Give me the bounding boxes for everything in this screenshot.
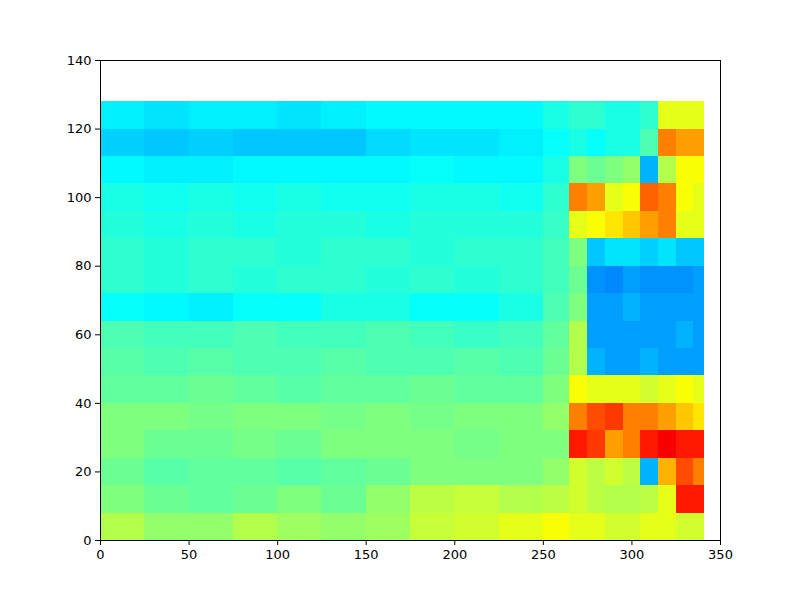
svg-text:50: 50 xyxy=(181,547,198,562)
svg-text:350: 350 xyxy=(708,547,733,562)
svg-text:250: 250 xyxy=(531,547,556,562)
svg-text:120: 120 xyxy=(67,121,92,136)
svg-text:140: 140 xyxy=(67,53,92,68)
svg-text:60: 60 xyxy=(75,327,92,342)
svg-text:100: 100 xyxy=(265,547,290,562)
svg-text:100: 100 xyxy=(67,190,92,205)
svg-text:200: 200 xyxy=(442,547,467,562)
svg-text:40: 40 xyxy=(75,396,92,411)
svg-text:150: 150 xyxy=(354,547,379,562)
svg-text:0: 0 xyxy=(96,547,104,562)
svg-text:80: 80 xyxy=(75,258,92,273)
svg-text:0: 0 xyxy=(83,533,91,548)
svg-text:20: 20 xyxy=(75,464,92,479)
svg-text:300: 300 xyxy=(620,547,645,562)
